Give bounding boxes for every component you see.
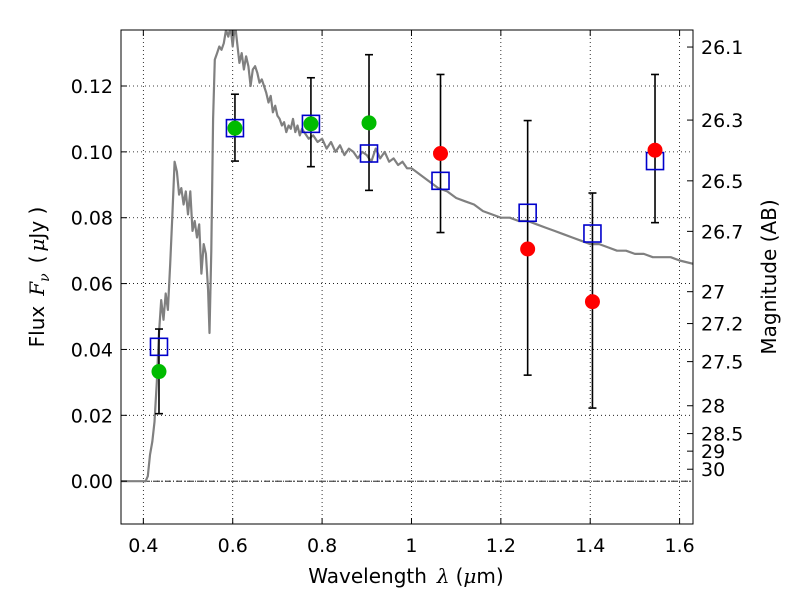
x-axis-ticks: 0.4 0.6 0.8 1 1.2 1.4 1.6 — [128, 30, 695, 557]
model-band-square — [518, 203, 537, 223]
x-tick-label: 0.8 — [307, 535, 337, 557]
model-band-square — [359, 144, 379, 163]
x-axis-label-unit-open: ( — [456, 564, 464, 588]
y-tick-label: 0.06 — [71, 274, 113, 296]
y-axis-ticks: 0.00 0.02 0.04 0.06 0.08 0.10 0.12 — [71, 76, 127, 493]
magnitude-tick-label: 29 — [701, 441, 725, 463]
model-band-square — [301, 114, 321, 134]
observed-points-layer — [151, 115, 663, 380]
magnitude-tick-label: 27 — [701, 282, 725, 304]
y-axis-label-unit-rest: Jy ) — [25, 207, 49, 241]
magnitude-tick-label: 27.5 — [701, 352, 743, 374]
magnitude-tick-label: 28.5 — [701, 424, 743, 446]
non-detection-point — [433, 146, 449, 161]
x-tick-label: 0.6 — [218, 535, 248, 557]
x-tick-label: 1.4 — [575, 535, 605, 557]
y-tick-label: 0.12 — [71, 76, 113, 98]
model-spectrum-layer — [121, 30, 693, 483]
model-band-square — [149, 337, 169, 357]
magnitude-tick-label: 28 — [701, 396, 725, 418]
detection-point — [151, 364, 167, 380]
detection-point — [361, 115, 377, 131]
x-tick-label: 1 — [405, 535, 417, 557]
non-detection-point — [584, 294, 600, 310]
model-band-square — [583, 224, 602, 243]
x-axis-label: Wavelength λ (μm) — [308, 564, 503, 588]
non-detection-point — [520, 241, 536, 257]
magnitude-axis-label: Magnitude (AB) — [757, 199, 781, 354]
y-tick-label: 0.02 — [71, 405, 113, 427]
x-axis-label-text: Wavelength — [308, 564, 427, 588]
non-detection-point — [647, 142, 663, 158]
x-axis-label-unit-mu: μ — [463, 564, 476, 588]
y-axis-label: Flux Fν ( μJy ) — [25, 207, 53, 348]
y-axis-label-unit-open: ( — [25, 256, 49, 264]
model-spectrum-line — [121, 30, 693, 483]
x-axis-label-unit-rest: m) — [476, 564, 503, 588]
magnitude-tick-label: 26.7 — [701, 221, 743, 243]
magnitude-tick-label: 26.3 — [701, 110, 743, 132]
model-band-square — [431, 171, 450, 191]
y-axis-label-text: Flux — [25, 306, 49, 348]
x-tick-label: 0.4 — [128, 535, 158, 557]
x-tick-label: 1.2 — [486, 535, 516, 557]
y-tick-label: 0.10 — [71, 142, 113, 164]
plot-frame — [120, 29, 694, 525]
y-tick-label: 0.08 — [71, 208, 113, 230]
detection-point — [303, 116, 319, 132]
x-axis-label-symbol: λ — [436, 564, 450, 588]
magnitude-tick-label: 30 — [701, 459, 725, 481]
model-band-square — [225, 118, 245, 138]
y-axis-label-unit-mu: μ — [25, 239, 49, 252]
magnitude-tick-label: 26.5 — [701, 171, 743, 193]
detection-point — [227, 120, 243, 136]
y-tick-label: 0.00 — [71, 471, 113, 493]
y-tick-label: 0.04 — [71, 339, 113, 361]
model-band-points-layer — [149, 114, 665, 357]
y-axis-label-symbol: F — [25, 281, 49, 297]
magnitude-tick-label: 26.1 — [701, 37, 743, 59]
x-tick-label: 1.6 — [664, 535, 694, 557]
magnitude-tick-label: 27.2 — [701, 314, 743, 336]
y-axis-label-subscript: ν — [37, 273, 53, 282]
plot-area — [121, 30, 693, 524]
